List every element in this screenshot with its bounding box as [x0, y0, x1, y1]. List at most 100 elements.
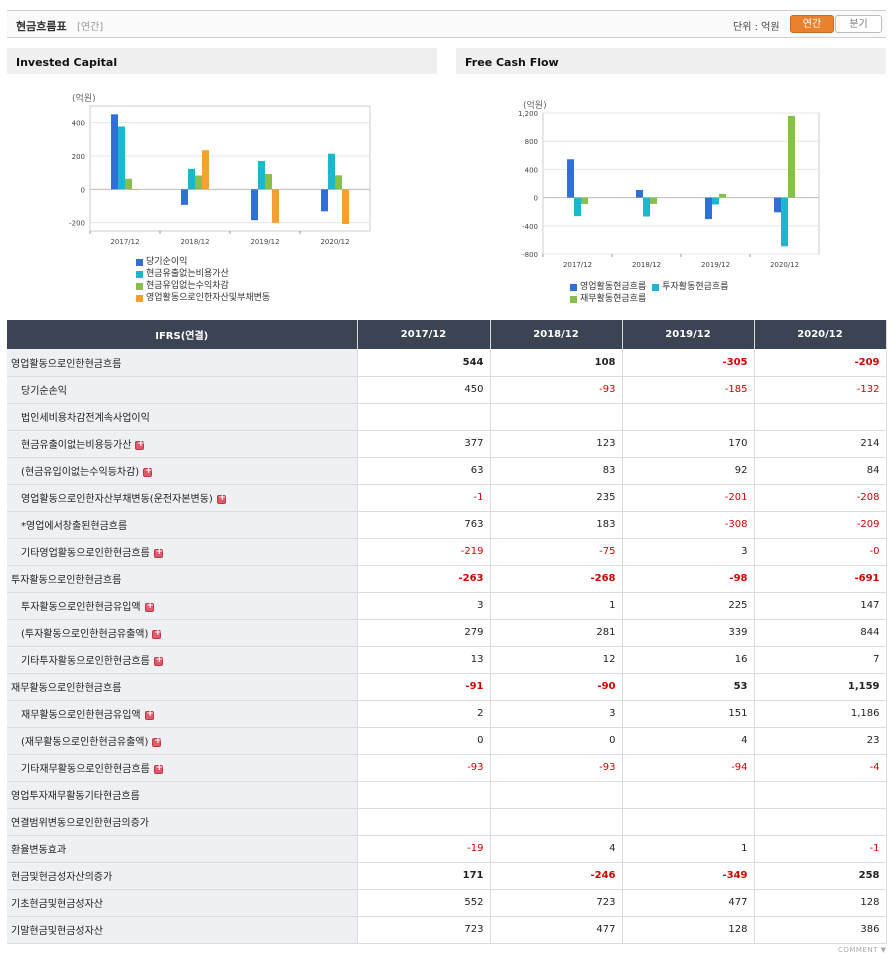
cashflow-table: IFRS(연결) 2017/12 2018/12 2019/12 2020/12 영업활…	[7, 320, 887, 944]
row-label[interactable]: 기타영업활동으로인한현금흐름	[7, 538, 358, 566]
value-cell	[622, 781, 755, 809]
bar-2	[328, 153, 335, 190]
table-row: 기타재무활동으로인한현금흐름-93-93-94-4	[7, 754, 887, 782]
value-cell: 214	[754, 430, 887, 458]
value-cell: 552	[357, 889, 491, 917]
row-label[interactable]: 투자활동으로인한현금유입액	[7, 592, 358, 620]
value-cell: 0	[490, 727, 623, 755]
table-row: 투자활동으로인한현금흐름 -263 -268 -98 -691	[7, 565, 887, 593]
row-label[interactable]: (투자활동으로인한현금유출액)	[7, 619, 358, 647]
expand-plus-icon[interactable]	[143, 466, 153, 477]
row-label[interactable]: 영업활동으로인한자산부채변동(운전자본변동)	[7, 484, 358, 512]
value-cell: 170	[622, 430, 755, 458]
expand-plus-icon[interactable]	[152, 736, 162, 747]
section-title: 현금흐름표	[16, 20, 67, 33]
row-label-text: *영업에서창출된현금흐름	[21, 521, 128, 532]
bar-2	[712, 197, 719, 205]
row-label[interactable]: 현금유출이없는비용등가산	[7, 430, 358, 458]
period-label: [연간]	[77, 22, 104, 33]
x-tick-label: 2019/12	[701, 261, 730, 268]
tab-quarter[interactable]: 분기	[835, 15, 882, 33]
row-label[interactable]: 기타투자활동으로인한현금흐름	[7, 646, 358, 674]
value-cell: -0	[754, 538, 887, 566]
expand-plus-icon[interactable]	[153, 547, 164, 558]
legend-label: 투자활동현금흐름	[662, 282, 729, 292]
legend-label: 당기순이익	[146, 257, 188, 267]
comment-toggle[interactable]: COMMENT ▼	[838, 946, 887, 954]
expand-plus-icon[interactable]	[153, 763, 164, 774]
value-cell: 147	[754, 592, 887, 620]
bar-1	[567, 159, 574, 198]
value-cell: 1	[622, 835, 755, 863]
value-cell: -263	[357, 565, 491, 593]
bar-3	[719, 193, 726, 198]
value-cell: -268	[490, 565, 623, 593]
invested-capital-chart: (억원) 400 200 0 -200 2017/12 2018/12 2019/12 2020…	[69, 92, 371, 246]
row-label-text: 영업활동으로인한현금흐름	[11, 358, 122, 370]
legend-item: 현금유출없는비용가산	[136, 268, 270, 280]
expand-plus-icon[interactable]	[144, 601, 155, 612]
value-cell: -93	[490, 754, 623, 782]
bar-3	[581, 197, 588, 205]
row-label[interactable]: (현금유입이없는수익등차감)	[7, 457, 358, 485]
value-cell: -94	[622, 754, 755, 782]
table-row: 기타영업활동으로인한현금흐름 -219-753-0	[7, 538, 887, 566]
expand-plus-icon[interactable]	[144, 709, 155, 720]
row-label[interactable]: 기타재무활동으로인한현금흐름	[7, 754, 358, 782]
expand-plus-icon[interactable]	[135, 439, 145, 450]
legend-item: 투자활동현금흐름	[652, 281, 729, 293]
value-cell: 183	[490, 511, 623, 539]
table-row: *영업에서창출된현금흐름 763 183 -308 -209	[7, 511, 887, 539]
value-cell: 53	[622, 673, 755, 701]
bar-1	[251, 189, 258, 221]
value-cell: 4	[622, 727, 755, 755]
x-tick-label: 2020/12	[770, 261, 799, 268]
bar-1	[636, 189, 643, 198]
row-label: 법인세비용차감전계속사업이익	[7, 403, 358, 431]
tab-annual[interactable]: 연간	[790, 15, 834, 33]
expand-plus-icon[interactable]	[216, 493, 227, 504]
row-label-text: (투자활동으로인한현금유출액)	[21, 629, 149, 640]
value-cell: -4	[754, 754, 887, 782]
value-cell	[754, 781, 887, 809]
legend-label: 현금유출없는비용가산	[146, 269, 229, 279]
table-row: 영업투자재무활동기타현금흐름	[7, 781, 887, 809]
value-cell: 1,159	[754, 673, 887, 701]
table-row: 기말현금및현금성자산 723 477 128 386	[7, 916, 887, 944]
value-cell: 23	[754, 727, 887, 755]
row-label: 현금및현금성자산의증가	[7, 862, 358, 890]
value-cell: 4	[490, 835, 623, 863]
value-cell: -246	[490, 862, 623, 890]
value-cell	[622, 808, 755, 836]
table-row: 영업활동으로인한현금흐름 544 108 -305 -209	[7, 349, 887, 377]
value-cell: -93	[490, 376, 623, 404]
legend-item: 영업활동현금흐름	[570, 281, 646, 293]
value-cell: -208	[754, 484, 887, 512]
table-body: 영업활동으로인한현금흐름 544 108 -305 -209 당기순손익 450 -93 -18…	[7, 349, 887, 944]
value-cell: 1	[490, 592, 623, 620]
value-cell: 128	[754, 889, 887, 917]
value-cell: 723	[357, 916, 491, 944]
free-cash-flow-legend: 영업활동현금흐름 투자활동현금흐름 재무활동현금흐름	[570, 281, 790, 305]
expand-plus-icon[interactable]	[152, 628, 162, 639]
cashflow-header: 현금흐름표 [연간] 단위 : 억원 연간 분기	[7, 10, 886, 38]
row-label: 재무활동으로인한현금흐름	[7, 673, 358, 701]
table-row: 환율변동효과 -19 4 1 -1	[7, 835, 887, 863]
value-cell: 450	[357, 376, 491, 404]
x-tick-label: 2017/12	[110, 238, 139, 246]
value-cell: 123	[490, 430, 623, 458]
bar-3	[265, 174, 272, 190]
value-cell	[490, 808, 623, 836]
value-cell	[357, 808, 491, 836]
row-label[interactable]: (재무활동으로인한현금유출액)	[7, 727, 358, 755]
row-label: 영업투자재무활동기타현금흐름	[7, 781, 358, 809]
value-cell: -91	[357, 673, 491, 701]
expand-plus-icon[interactable]	[153, 655, 164, 666]
value-cell: 258	[754, 862, 887, 890]
bar-1	[111, 114, 118, 190]
bar-1	[774, 197, 781, 213]
value-cell: 544	[357, 349, 491, 377]
y-tick-label: -400	[522, 223, 538, 231]
row-label[interactable]: 재무활동으로인한현금유입액	[7, 700, 358, 728]
